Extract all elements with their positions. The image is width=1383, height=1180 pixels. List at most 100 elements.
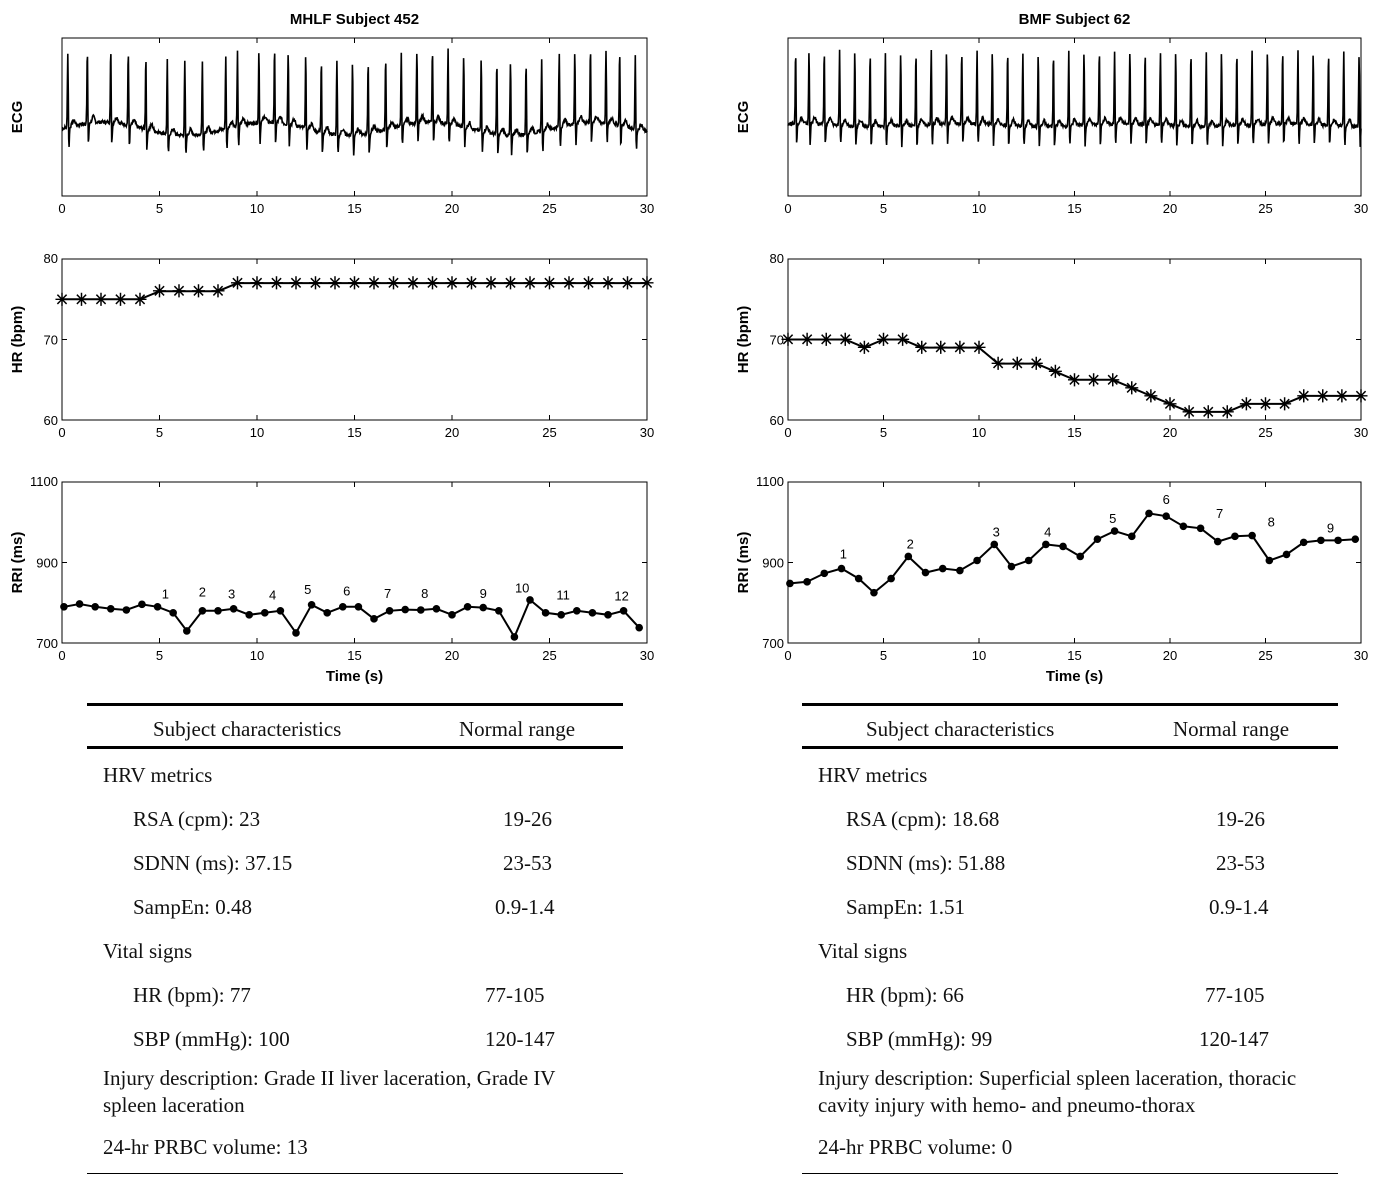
breath-annotation: 1 (840, 546, 847, 561)
data-point-star: ✳ (386, 274, 400, 293)
data-point (1093, 535, 1102, 543)
data-point-star: ✳ (640, 274, 654, 293)
data-point-star: ✳ (1106, 371, 1120, 390)
x-tick-label: 0 (784, 648, 791, 663)
series-line (63, 598, 640, 640)
x-tick-label: 10 (972, 201, 986, 216)
data-point (1248, 531, 1256, 540)
x-tick-label: 25 (542, 201, 556, 216)
data-point-star: ✳ (1220, 403, 1234, 422)
section-hrv-metrics: HRV metrics (103, 763, 213, 787)
data-point-star: ✳ (308, 274, 322, 293)
col-header-normal-range: Normal range (459, 717, 576, 741)
data-point (1351, 535, 1360, 543)
data-point-star: ✳ (367, 274, 381, 293)
data-point-star: ✳ (781, 331, 795, 350)
breath-annotation: 9 (1327, 520, 1334, 535)
x-tick-label: 15 (347, 648, 361, 663)
subplot-hr-bpm-: 0 5 10 15 20 25 30 60 70 80 HR (bpm) ✳ ✳ ✳ ✳ ✳ ✳ ✳ ✳ ✳ ✳ ✳ ✳ ✳ ✳… (9, 251, 654, 440)
ecg-trace (787, 49, 1362, 148)
x-axis-label: Time (s) (1046, 668, 1103, 685)
data-point (1007, 562, 1016, 571)
breath-annotation: 11 (556, 588, 570, 603)
data-point-star: ✳ (601, 274, 615, 293)
hr-range: 77-105 (485, 983, 545, 1007)
x-tick-label: 5 (156, 425, 163, 440)
data-point-star: ✳ (1125, 379, 1139, 398)
data-point (1282, 550, 1291, 559)
sdnn-range: 23-53 (503, 851, 552, 875)
data-point-star: ✳ (191, 282, 205, 301)
data-point-star: ✳ (74, 290, 88, 309)
data-point (401, 605, 410, 614)
prbc-volume: 24-hr PRBC volume: 13 (103, 1135, 308, 1159)
x-tick-label: 30 (640, 201, 654, 216)
x-tick-label: 15 (1067, 648, 1081, 663)
data-point (956, 566, 964, 575)
data-point-star: ✳ (838, 331, 852, 350)
data-point-star: ✳ (1258, 395, 1272, 414)
data-point-star: ✳ (1163, 395, 1177, 414)
data-point-star: ✳ (55, 290, 69, 309)
x-tick-label: 15 (1067, 201, 1081, 216)
data-point-star: ✳ (328, 274, 342, 293)
y-tick-label: 700 (36, 636, 58, 651)
data-point-star: ✳ (289, 274, 303, 293)
data-point-star: ✳ (445, 274, 459, 293)
data-point-star: ✳ (1297, 387, 1311, 406)
section-vital-signs: Vital signs (103, 939, 193, 963)
data-point (1317, 536, 1325, 545)
rsa-value: RSA (cpm): 23 (133, 807, 261, 831)
data-point (786, 579, 794, 588)
y-axis-label: ECG (9, 101, 26, 134)
section-hrv-metrics: HRV metrics (818, 763, 928, 787)
data-point (510, 633, 519, 641)
data-point-star: ✳ (915, 339, 929, 358)
table-top-rule (802, 703, 1338, 706)
x-tick-label: 10 (250, 648, 264, 663)
x-tick-label: 5 (880, 648, 887, 663)
data-point-star: ✳ (542, 274, 556, 293)
data-point (1231, 532, 1239, 541)
data-point-star: ✳ (230, 274, 244, 293)
subplot-hr-bpm-: 0 5 10 15 20 25 30 60 70 80 HR (bpm) ✳ ✳ ✳ ✳ ✳ ✳ ✳ ✳ ✳ ✳ ✳ ✳ ✳ ✳… (735, 251, 1368, 440)
data-point-star: ✳ (562, 274, 576, 293)
table-header: Subject characteristics Normal range (802, 706, 1338, 749)
breath-annotation: 5 (304, 582, 311, 597)
x-tick-label: 10 (972, 425, 986, 440)
data-point-star: ✳ (464, 274, 478, 293)
y-tick-label: 1100 (756, 474, 784, 489)
data-point (938, 564, 947, 573)
x-tick-label: 20 (445, 648, 459, 663)
data-point-star: ✳ (1277, 395, 1291, 414)
data-point (526, 596, 534, 604)
breath-annotation: 4 (1044, 524, 1051, 539)
data-point (214, 607, 222, 615)
data-point (990, 540, 999, 549)
col-header-normal-range: Normal range (1173, 717, 1290, 741)
y-tick-label: 900 (762, 556, 784, 571)
data-point (276, 607, 285, 615)
data-point (385, 607, 394, 615)
data-point (619, 607, 628, 615)
series-line (62, 282, 647, 301)
breath-annotation: 8 (421, 586, 428, 601)
data-point (1299, 538, 1308, 547)
data-point (245, 611, 253, 619)
data-point-star: ✳ (425, 274, 439, 293)
data-point-star: ✳ (172, 282, 186, 301)
y-tick-label: 60 (770, 413, 784, 428)
data-point (557, 611, 565, 619)
data-point (495, 607, 503, 615)
data-point-star: ✳ (211, 282, 225, 301)
data-point-star: ✳ (1239, 395, 1253, 414)
x-tick-label: 0 (58, 648, 65, 663)
data-point (75, 600, 84, 608)
data-point-star: ✳ (876, 331, 890, 350)
breath-annotation: 6 (343, 584, 350, 599)
data-point-star: ✳ (1067, 371, 1081, 390)
x-tick-label: 5 (880, 425, 887, 440)
data-point-star: ✳ (94, 290, 108, 309)
hr-range: 77-105 (1205, 983, 1265, 1007)
